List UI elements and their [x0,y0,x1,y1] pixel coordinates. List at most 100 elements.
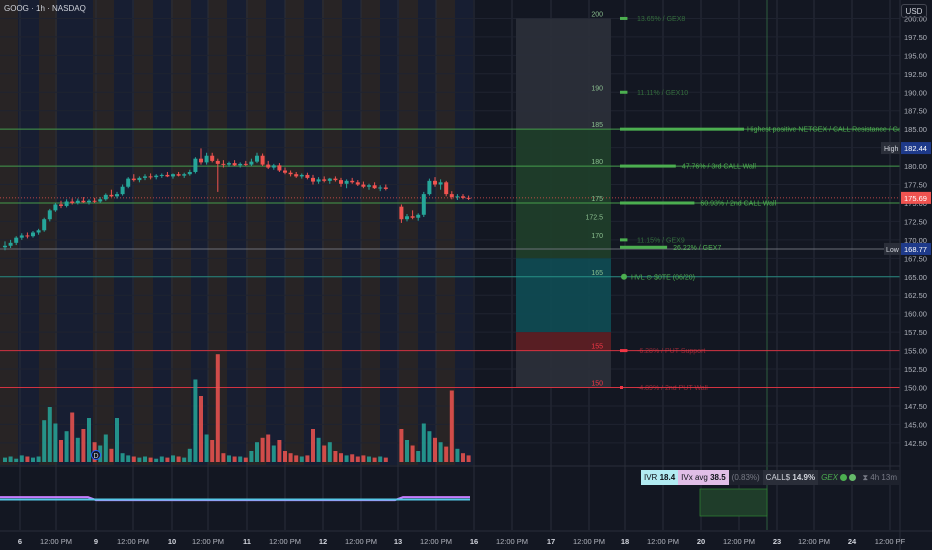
volume-bar [277,440,282,462]
gex-strike-label: 155 [591,344,603,351]
session-band [246,0,266,465]
hvl-dot-icon [621,273,627,280]
price-tick-label: 150.00 [904,384,927,393]
gex-strike-label: 200 [591,11,603,18]
volume-bar [31,457,35,462]
candle-body [444,182,449,195]
candle-body [221,163,226,165]
volume-bar [266,434,271,462]
gex-zone-gray [516,350,611,388]
candle-body [433,180,437,185]
candle-body [42,219,47,231]
volume-bar [25,456,30,462]
time-tick-label: 20 [697,537,705,546]
candle-body [449,194,454,198]
volume-bar [333,451,338,462]
time-tick-label: 12:00 PF [875,537,906,546]
session-band [418,0,436,465]
volume-bar [271,445,276,462]
volume-bar [19,455,24,462]
candle-body [64,201,69,206]
volume-bar [238,456,243,462]
gex-bar [620,201,695,205]
volume-bar [449,390,454,462]
candle-body [255,155,259,162]
gex-badge: GEX [818,470,860,485]
gex-dot-icon [840,474,848,482]
session-band [455,0,473,465]
time-tick-label: 18 [621,537,629,546]
volume-bar [103,434,108,462]
ivx-value: 38.5 [710,473,726,482]
candle-body [92,200,97,202]
candle-body [75,200,80,203]
candle-body [372,185,377,189]
last-price-value: 175.69 [904,194,927,203]
volume-bar [232,456,237,462]
gex-level-label: Highest positive NETGEX / CALL Resistanc… [747,127,914,134]
volume-bar [283,451,287,462]
volume-bar [410,445,415,462]
gex-level-label: 13.65% / GEX8 [637,16,685,23]
ivx-label: IVx avg [681,473,708,482]
volume-bar [193,379,198,462]
time-tick-label: 12 [319,537,327,546]
time-tick-label: 17 [547,537,555,546]
price-tick-label: 177.50 [904,181,927,190]
volume-bar [455,448,460,462]
volume-bar [305,455,310,462]
ivr-value: 18.4 [659,473,676,482]
candle-body [199,158,203,163]
volume-bar [165,457,170,462]
session-band [134,0,153,465]
price-tick-label: 172.50 [904,217,927,226]
low-tag [884,242,901,255]
currency-button[interactable]: USD [901,4,927,18]
price-tick-label: 167.50 [904,254,927,263]
candle-body [215,160,220,164]
session-band [304,0,322,465]
session-band [399,0,418,465]
gex-level-label: 47.76% / 3rd CALL Wall [682,164,757,171]
time-tick-label: 12:00 PM [40,537,72,546]
high-tag [881,142,900,155]
price-tick-label: 195.00 [904,51,927,60]
price-tick-label: 147.50 [904,402,927,411]
session-band [171,0,191,465]
gex-bar [620,127,744,131]
session-band [57,0,93,465]
session-band [266,0,285,465]
gex-strike-label: 150 [591,381,603,388]
gex-dot-icon [849,474,857,482]
candle-body [316,179,321,182]
volume-bar [64,431,69,462]
gex-bar [620,16,628,20]
gex-bar [620,386,623,389]
candle-body [115,194,119,197]
candle-body [109,194,114,197]
high-price-value: 182.44 [904,144,927,153]
volume-bar [466,455,471,462]
time-tick-label: 13 [394,537,402,546]
volume-bar [288,453,293,462]
volume-bar [438,442,443,462]
candle-body [238,163,243,166]
session-band [0,0,18,465]
volume-bar [3,457,7,462]
gex-zone-teal [516,258,611,333]
session-band [191,0,208,465]
candle-body [427,180,432,195]
time-tick-label: 12:00 PM [798,537,830,546]
candle-body [176,174,181,176]
time-tick-label: 9 [94,537,98,546]
candle-body [421,194,426,215]
candle-body [59,204,63,206]
volume-bar [53,423,58,462]
volume-bar [339,453,343,462]
ivx-change: (0.83%) [728,470,763,485]
time-tick-label: 12:00 PM [345,537,377,546]
candle-body [277,165,282,171]
price-tick-label: 155.00 [904,347,927,356]
volume-bar [159,456,164,462]
